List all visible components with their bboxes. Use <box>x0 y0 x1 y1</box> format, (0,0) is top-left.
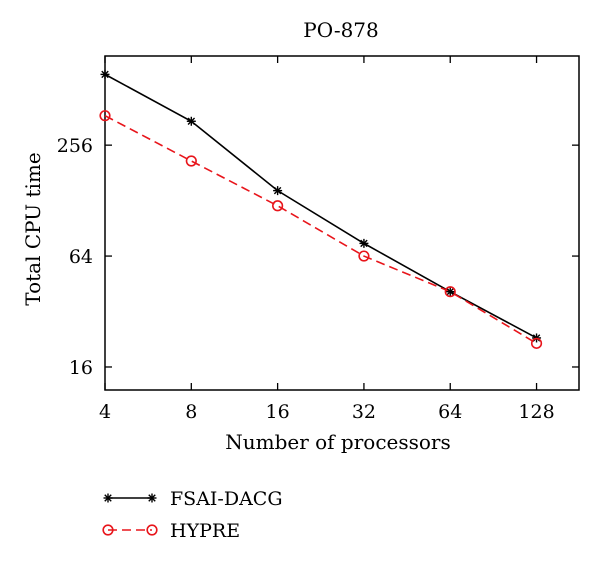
data-point-0-3 <box>359 238 369 248</box>
x-axis-label: Number of processors <box>225 430 451 454</box>
series-lines <box>104 73 537 345</box>
x-tick-label: 4 <box>99 401 111 423</box>
x-tick-label: 64 <box>438 401 462 423</box>
data-point-0-1 <box>186 116 196 126</box>
data-point-1-4 <box>444 286 456 298</box>
legend-marker-1-start <box>102 524 114 536</box>
x-tick-label: 32 <box>352 401 376 423</box>
chart-title: PO-878 <box>303 18 379 42</box>
legend-marker-0-start <box>103 493 113 503</box>
legend-label-1: HYPRE <box>170 520 240 542</box>
data-point-1-5 <box>530 337 543 349</box>
series-line-0 <box>104 73 537 339</box>
series-markers <box>99 69 543 349</box>
x-tick-label: 128 <box>518 401 554 423</box>
y-tick-label: 16 <box>69 357 93 379</box>
y-axis-label: Total CPU time <box>21 152 45 305</box>
series-line-1 <box>104 114 537 345</box>
data-point-1-3 <box>358 250 370 262</box>
legend-marker-1-end <box>146 524 158 536</box>
data-point-1-0 <box>99 110 111 122</box>
legend-label-0: FSAI-DACG <box>170 488 283 510</box>
data-point-0-0 <box>100 69 110 79</box>
legend-marker-0-end <box>147 493 157 503</box>
y-tick-label: 64 <box>69 246 93 268</box>
x-tick-label: 16 <box>266 401 290 423</box>
data-point-0-2 <box>273 186 283 196</box>
legend: FSAI-DACG HYPRE <box>102 488 283 542</box>
axis-tick-labels: 4 8 16 32 64 128 16 64 256 <box>57 135 555 423</box>
x-tick-label: 8 <box>185 401 197 423</box>
data-point-1-2 <box>272 200 284 212</box>
plot-frame <box>104 55 580 391</box>
y-tick-label: 256 <box>57 135 93 157</box>
axis-ticks <box>104 56 579 390</box>
data-point-1-1 <box>185 155 197 167</box>
data-point-0-4 <box>445 287 455 297</box>
